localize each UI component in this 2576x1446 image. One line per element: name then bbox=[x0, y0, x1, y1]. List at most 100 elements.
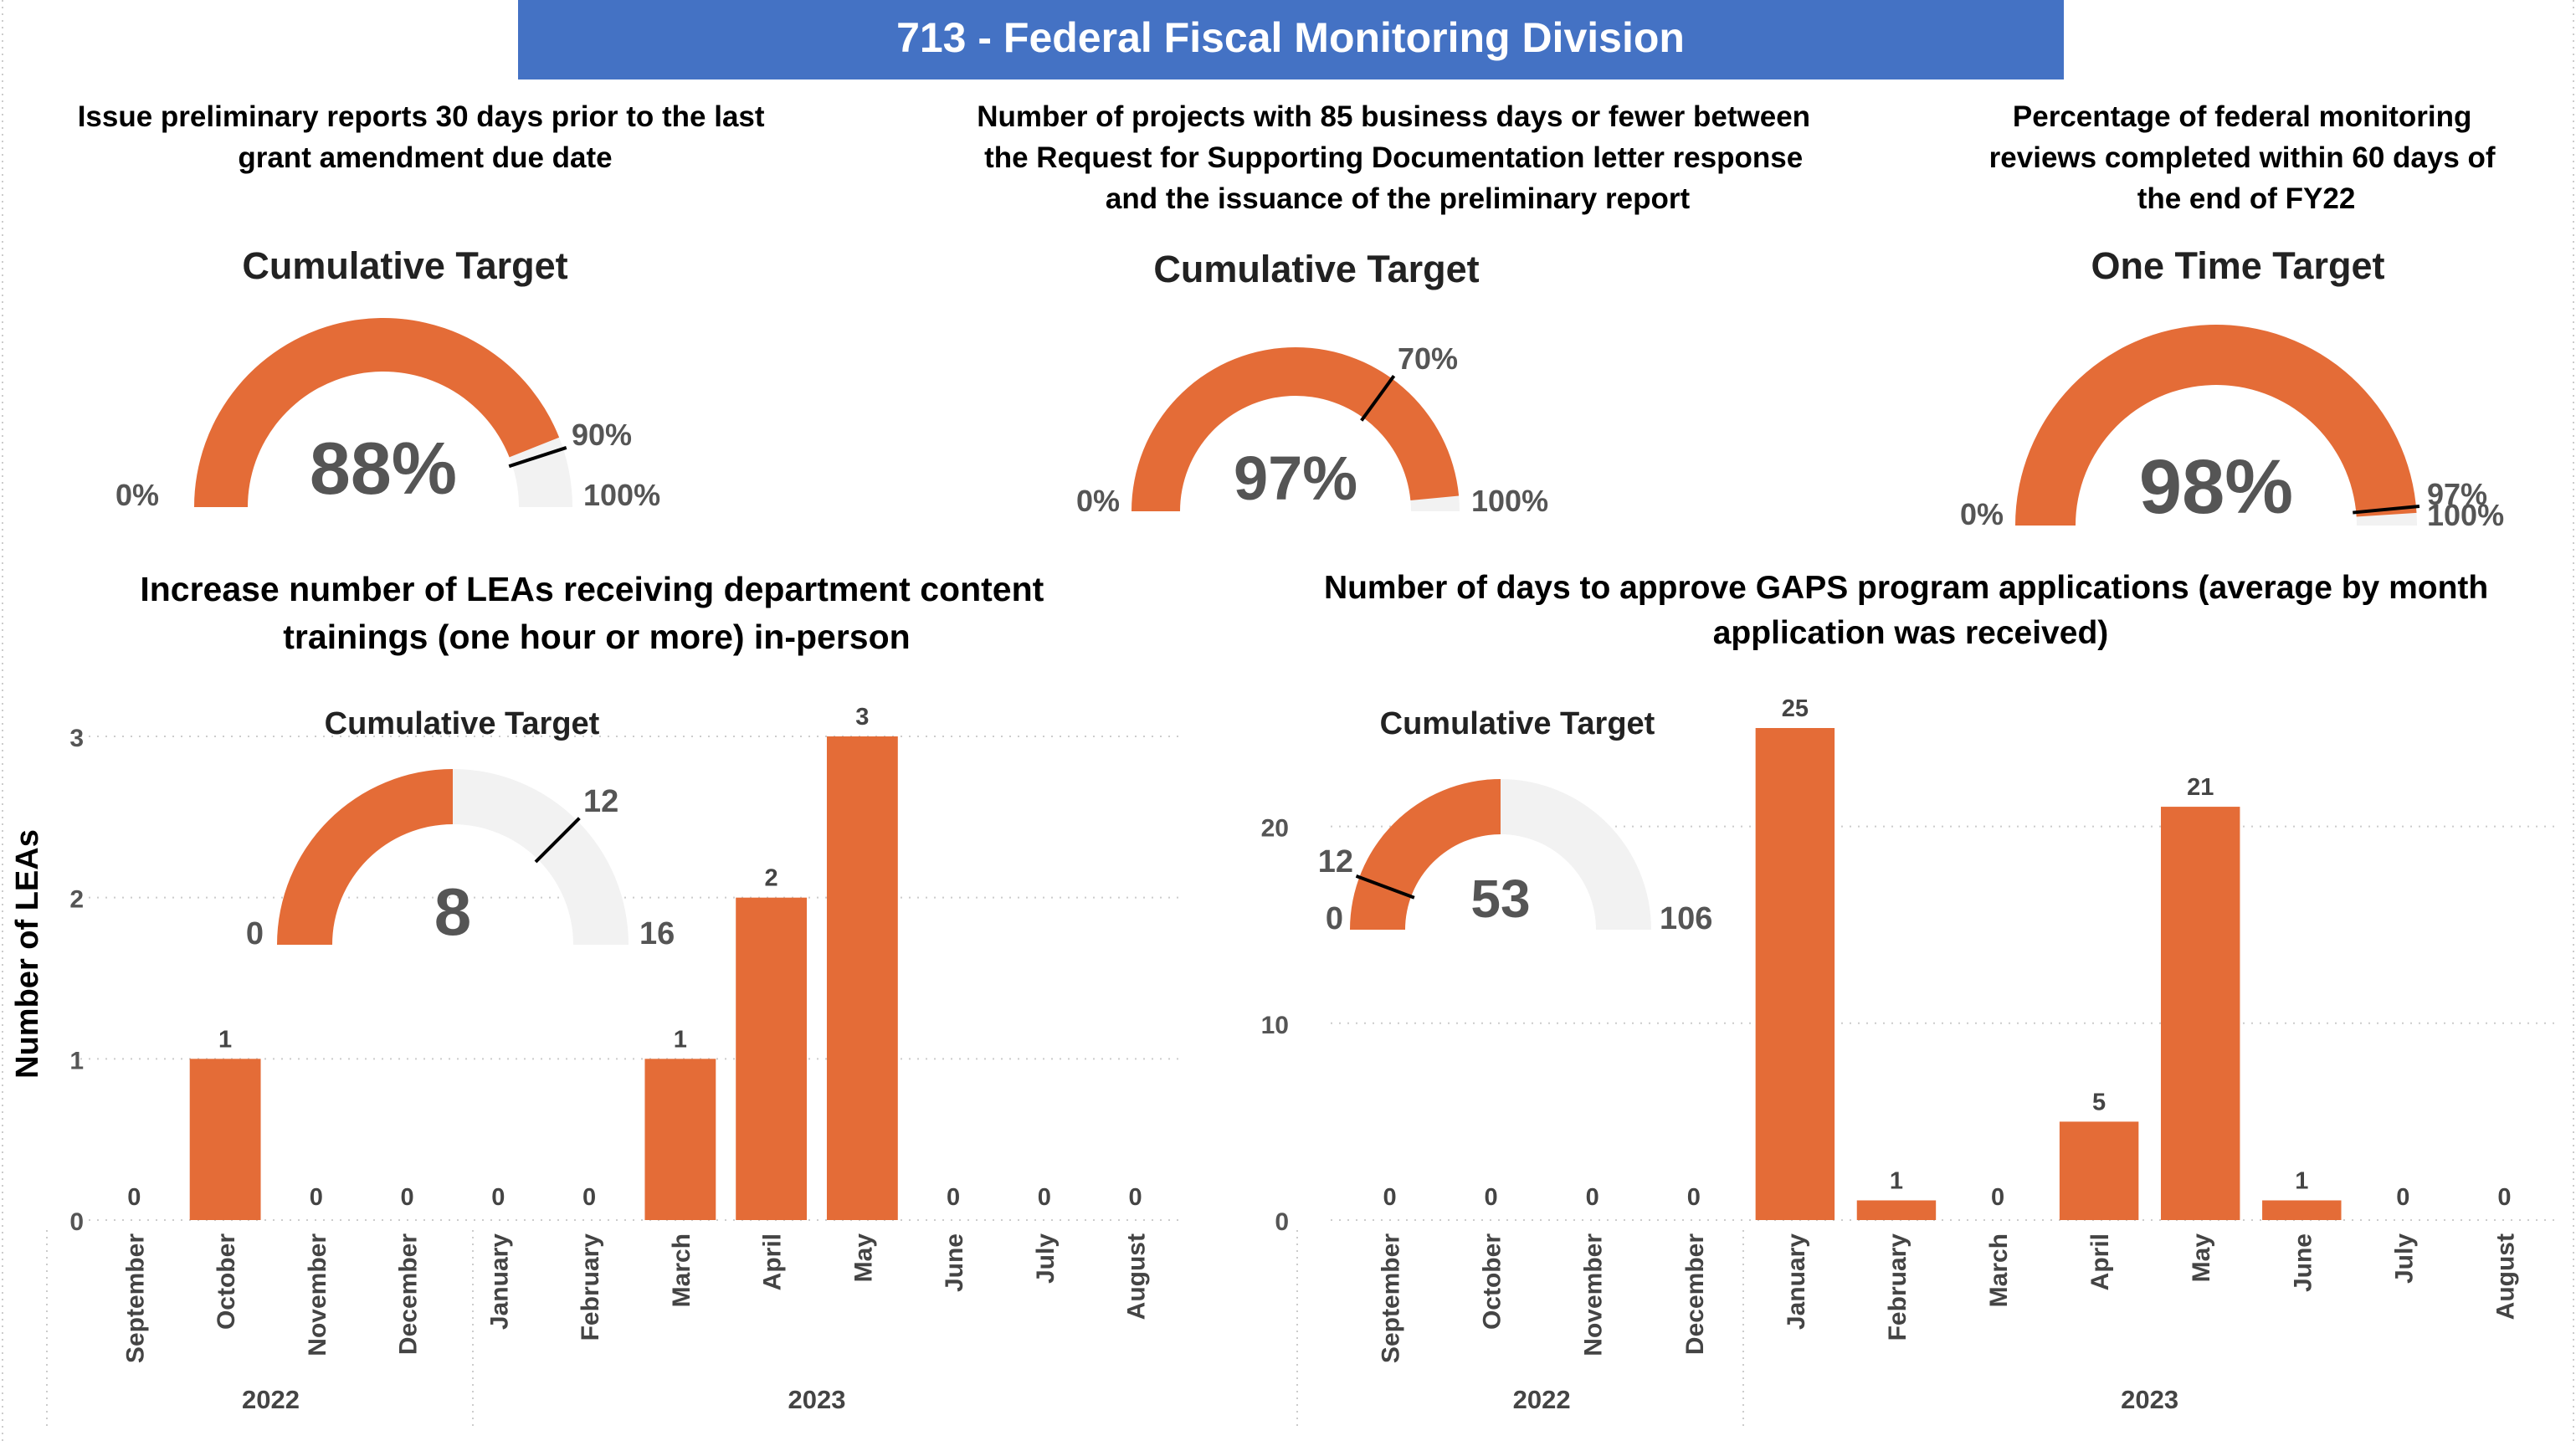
page-title: 713 - Federal Fiscal Monitoring Division bbox=[896, 14, 1685, 61]
x-tick-label: August bbox=[2491, 1233, 2519, 1320]
bar-data-label: 0 bbox=[2396, 1184, 2409, 1211]
gauge-value-arc bbox=[1350, 779, 1501, 930]
gauge-chart bbox=[194, 318, 572, 507]
gauge-target-marker bbox=[1360, 375, 1396, 422]
bar-data-label: 1 bbox=[2295, 1167, 2308, 1194]
gauge-subtitle: Cumulative Target bbox=[1153, 248, 1479, 290]
gauge-value: 98% bbox=[2139, 444, 2293, 530]
year-label: 2022 bbox=[1513, 1385, 1571, 1414]
bar-data-label: 0 bbox=[582, 1184, 596, 1211]
bar bbox=[2059, 1121, 2139, 1220]
kpi-monitoring-reviews: Percentage of federal monitoring reviews… bbox=[1960, 100, 2504, 532]
bar-data-label: 25 bbox=[1782, 695, 1809, 722]
bar bbox=[189, 1059, 261, 1220]
x-tick-label: June bbox=[2289, 1233, 2317, 1292]
bar bbox=[2262, 1200, 2342, 1220]
x-tick-label: May bbox=[2188, 1233, 2215, 1283]
kpi-title: Issue preliminary reports 30 days prior … bbox=[78, 100, 773, 174]
bar-data-label: 1 bbox=[218, 1026, 232, 1053]
bar bbox=[736, 897, 808, 1220]
year-label: 2023 bbox=[2121, 1385, 2178, 1414]
bar bbox=[1755, 728, 1835, 1220]
gauge-value: 88% bbox=[310, 427, 457, 510]
header-banner bbox=[518, 0, 2064, 79]
x-tick-label: February bbox=[577, 1233, 604, 1341]
bar bbox=[644, 1059, 716, 1220]
bar-data-label: 0 bbox=[127, 1184, 141, 1211]
year-label: 2023 bbox=[788, 1385, 846, 1414]
x-tick-label: December bbox=[1681, 1233, 1709, 1355]
gauge-target-label: 70% bbox=[1398, 341, 1458, 376]
x-tick-label: September bbox=[1378, 1233, 1405, 1363]
inset-gauge-subtitle: Cumulative Target bbox=[325, 706, 600, 741]
bar-data-label: 0 bbox=[491, 1184, 505, 1211]
kpi-title: Percentage of federal monitoring reviews… bbox=[1989, 100, 2504, 215]
gauge-chart bbox=[1131, 346, 1460, 511]
gauge-value-arc bbox=[277, 769, 453, 945]
y-tick-label: 3 bbox=[69, 725, 84, 752]
gauge-target-label: 90% bbox=[572, 418, 632, 452]
inset-gauge-target-label: 12 bbox=[1318, 844, 1353, 879]
x-tick-label: February bbox=[1884, 1233, 1911, 1341]
bar-data-label: 0 bbox=[1687, 1184, 1701, 1211]
gauge-min-label: 0% bbox=[1960, 497, 2004, 531]
x-tick-label: September bbox=[121, 1233, 149, 1363]
kpi-title: Number of projects with 85 business days… bbox=[977, 100, 1819, 215]
inset-gauge-chart bbox=[277, 769, 629, 945]
inset-gauge-subtitle: Cumulative Target bbox=[1380, 706, 1655, 741]
gauge-target-marker bbox=[2353, 505, 2420, 515]
gauge-max-label: 100% bbox=[583, 478, 660, 512]
bar-data-label: 5 bbox=[2092, 1089, 2106, 1115]
x-tick-label: April bbox=[759, 1233, 787, 1290]
bar-data-label: 0 bbox=[1383, 1184, 1396, 1211]
inset-gauge-chart bbox=[1350, 779, 1651, 930]
bar-data-label: 3 bbox=[855, 704, 869, 731]
gauge-value-arc bbox=[2015, 324, 2417, 526]
x-tick-label: November bbox=[304, 1233, 331, 1356]
chart-title: Number of days to approve GAPS program a… bbox=[1324, 570, 2497, 651]
bar-data-label: 0 bbox=[401, 1184, 414, 1211]
y-tick-label: 10 bbox=[1261, 1012, 1289, 1039]
bar-data-label: 0 bbox=[1586, 1184, 1599, 1211]
x-tick-label: June bbox=[941, 1233, 968, 1292]
x-tick-label: January bbox=[485, 1233, 513, 1330]
bar-data-label: 0 bbox=[1038, 1184, 1051, 1211]
gauge-value: 97% bbox=[1234, 444, 1357, 513]
x-tick-label: July bbox=[1032, 1233, 1060, 1284]
bar-data-label: 21 bbox=[2187, 774, 2214, 801]
bar-data-label: 0 bbox=[1129, 1184, 1142, 1211]
x-tick-label: October bbox=[213, 1233, 240, 1330]
bar-data-label: 0 bbox=[947, 1184, 960, 1211]
gauge-subtitle: One Time Target bbox=[2091, 244, 2385, 287]
kpi-projects-85-days: Number of projects with 85 business days… bbox=[977, 100, 1819, 518]
inset-gauge-value: 8 bbox=[434, 874, 472, 949]
y-axis-label: Number of LEAs bbox=[10, 829, 45, 1079]
gauge-target-label: 97% bbox=[2427, 477, 2487, 511]
bar-data-label: 1 bbox=[1890, 1167, 1903, 1194]
gauge-target-marker bbox=[508, 446, 567, 469]
gauge-max-label: 100% bbox=[1471, 484, 1548, 518]
x-tick-label: August bbox=[1123, 1233, 1151, 1320]
gauge-value-arc bbox=[1131, 346, 1460, 511]
gauge-value-arc bbox=[194, 318, 560, 507]
inset-gauge-target-label: 12 bbox=[583, 784, 618, 819]
gauge-target-marker bbox=[1355, 874, 1415, 900]
y-tick-label: 2 bbox=[69, 886, 84, 914]
bar-data-label: 1 bbox=[674, 1026, 687, 1053]
gauge-min-label: 0% bbox=[115, 478, 159, 512]
inset-gauge-max-label: 16 bbox=[639, 916, 675, 951]
kpi-preliminary-reports: Issue preliminary reports 30 days prior … bbox=[78, 100, 773, 512]
chart-title: Increase number of LEAs receiving depart… bbox=[140, 570, 1053, 656]
gauge-target-marker bbox=[534, 817, 581, 864]
inset-gauge-min-label: 0 bbox=[246, 916, 264, 951]
x-tick-label: April bbox=[2086, 1233, 2114, 1290]
inset-gauge-max-label: 106 bbox=[1660, 901, 1712, 936]
y-tick-label: 1 bbox=[69, 1047, 84, 1074]
bar-chart: 010200September0October0November0Decembe… bbox=[1261, 695, 2555, 1431]
bar bbox=[1856, 1200, 1937, 1220]
inset-gauge-min-label: 0 bbox=[1326, 901, 1343, 936]
y-tick-label: 20 bbox=[1261, 815, 1289, 843]
x-tick-label: January bbox=[1783, 1233, 1810, 1330]
y-tick-label: 0 bbox=[1275, 1208, 1289, 1236]
